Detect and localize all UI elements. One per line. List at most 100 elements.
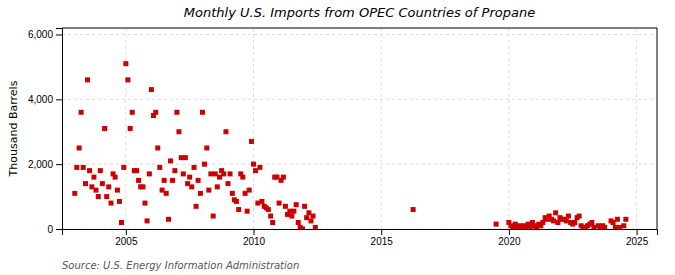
point <box>106 184 111 189</box>
plot: 2005 2010 2015 2020 2025 0 2,000 4,000 6,000 <box>28 28 658 247</box>
grid-line-x <box>381 28 382 229</box>
point <box>411 207 416 212</box>
point <box>540 220 545 225</box>
point <box>551 218 556 223</box>
y-tick: 6,000 <box>28 29 62 40</box>
y-tick-mark <box>56 99 62 100</box>
point <box>615 217 620 222</box>
point <box>204 145 209 150</box>
point <box>617 225 622 229</box>
point <box>130 110 135 115</box>
point <box>192 165 197 170</box>
point <box>93 188 98 193</box>
point <box>115 188 120 193</box>
point <box>215 184 220 189</box>
x-tick-mark <box>254 229 255 235</box>
point <box>528 225 533 229</box>
point <box>200 110 205 115</box>
points <box>72 61 628 229</box>
point <box>308 218 313 223</box>
point <box>591 225 596 229</box>
point <box>602 225 607 229</box>
point <box>153 110 158 115</box>
point <box>289 214 294 219</box>
title: Monthly U.S. Imports from OPEC Countries… <box>184 5 535 20</box>
point <box>157 165 162 170</box>
point <box>123 61 128 66</box>
point <box>72 191 77 196</box>
point <box>236 207 241 212</box>
point <box>187 175 192 180</box>
point <box>277 201 282 206</box>
x-axis-line <box>63 230 658 236</box>
point <box>155 145 160 150</box>
y-tick: 2,000 <box>28 159 62 170</box>
point <box>102 126 107 131</box>
point <box>249 139 254 144</box>
point <box>196 178 201 183</box>
point <box>223 129 228 134</box>
point <box>81 165 86 170</box>
point <box>589 220 594 225</box>
point <box>206 188 211 193</box>
point <box>172 168 177 173</box>
point <box>140 184 145 189</box>
x-tick-mark <box>509 229 510 235</box>
point <box>302 204 307 209</box>
point <box>257 165 262 170</box>
point <box>253 168 258 173</box>
point <box>98 168 103 173</box>
grid-line-x <box>253 28 254 229</box>
point <box>128 126 133 131</box>
point <box>572 220 577 225</box>
point <box>121 165 126 170</box>
point <box>577 214 582 219</box>
point <box>145 218 150 223</box>
point <box>164 191 169 196</box>
point <box>213 171 218 176</box>
x-tick: 2020 <box>498 229 521 247</box>
y-axis-line <box>56 29 63 230</box>
y-tick-label: 4,000 <box>28 94 53 105</box>
x-tick-label: 2010 <box>243 236 266 247</box>
point <box>553 210 558 215</box>
grid <box>62 28 657 229</box>
x-tick-label: 2025 <box>626 236 649 247</box>
point <box>96 194 101 199</box>
y-tick-mark <box>56 34 62 35</box>
point <box>162 178 167 183</box>
point <box>300 227 305 230</box>
y-tick: 4,000 <box>28 94 62 105</box>
point <box>494 222 499 227</box>
point <box>202 162 207 167</box>
point <box>109 201 114 206</box>
y-tick-label: 0 <box>47 224 53 235</box>
point <box>134 168 139 173</box>
point <box>174 110 179 115</box>
point <box>85 77 90 82</box>
point <box>100 181 105 186</box>
point <box>566 214 571 219</box>
point <box>166 217 171 222</box>
point <box>281 175 286 180</box>
point <box>221 171 226 176</box>
point <box>266 207 271 212</box>
point <box>621 223 626 228</box>
point <box>208 171 213 176</box>
point <box>91 175 96 180</box>
x-tick-mark <box>381 229 382 235</box>
frame <box>657 28 658 229</box>
frame <box>62 28 657 29</box>
x-tick-label: 2020 <box>498 236 521 247</box>
point <box>142 201 147 206</box>
point <box>125 77 130 82</box>
y-tick-label: 2,000 <box>28 159 53 170</box>
point <box>136 178 141 183</box>
point <box>234 199 239 204</box>
y-axis-title: Thousand Barrels <box>7 80 20 177</box>
x-tick: 2005 <box>115 229 138 247</box>
x-tick-label: 2015 <box>371 236 394 247</box>
point <box>149 87 154 92</box>
point <box>83 181 88 186</box>
point <box>79 110 84 115</box>
